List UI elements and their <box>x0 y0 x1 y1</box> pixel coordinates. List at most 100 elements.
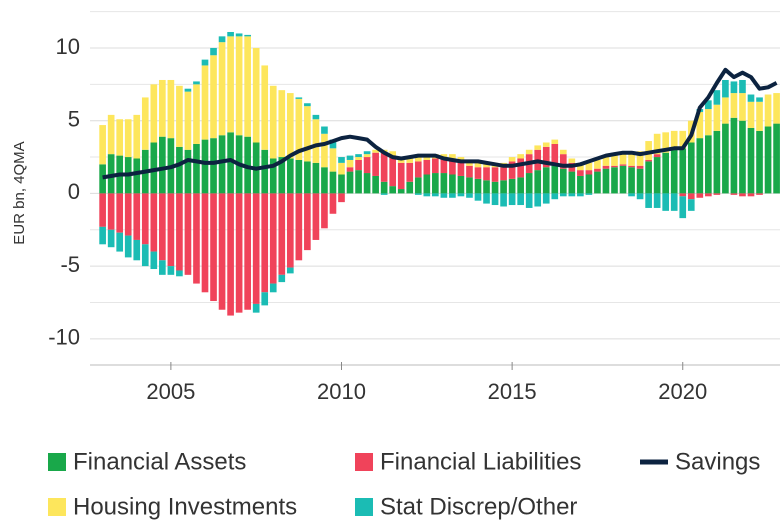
bar-segment <box>372 175 379 194</box>
bar-segment <box>278 157 286 194</box>
bar-segment <box>261 193 269 293</box>
bar-segment <box>397 158 405 163</box>
bar-segment <box>338 193 345 203</box>
bar-segment <box>286 158 294 194</box>
bar-segment <box>756 97 763 102</box>
bar-segment <box>295 159 303 194</box>
bar-segment <box>150 142 158 194</box>
bar-segment <box>705 193 712 197</box>
bar-segment <box>551 143 559 166</box>
x-tick-label: 2020 <box>658 379 707 404</box>
bar-segment <box>355 170 362 194</box>
bar-segment <box>542 146 550 168</box>
bar-segment <box>389 186 397 194</box>
bar-segment <box>670 149 678 194</box>
bar-segment <box>252 303 260 313</box>
bar-segment <box>636 165 644 169</box>
bar-segment <box>679 148 687 194</box>
bar-segment <box>440 193 448 198</box>
bar-segment <box>321 193 328 229</box>
bar-segment <box>372 152 379 176</box>
bar-segment <box>124 119 132 158</box>
bar-segment <box>389 155 397 187</box>
bar-segment <box>466 177 473 194</box>
y-tick-label: -10 <box>48 325 80 350</box>
bar-segment <box>739 193 746 197</box>
x-tick-label: 2005 <box>146 379 195 404</box>
bar-segment <box>210 47 217 56</box>
bar-segment <box>619 164 627 166</box>
legend-swatch <box>355 498 373 516</box>
legend: Financial Assets Financial Liabilities Sav… <box>48 448 760 520</box>
bar-segment <box>107 114 115 155</box>
bar-segment <box>449 154 456 159</box>
bar-segment <box>329 148 337 172</box>
bar-segment <box>773 93 780 124</box>
bar-segment <box>423 193 431 197</box>
bar-segment <box>730 193 738 195</box>
bar-segment <box>286 193 294 268</box>
bar-segment <box>124 193 132 236</box>
bar-segment <box>696 138 704 194</box>
bar-segment <box>329 193 337 214</box>
bar-segment <box>159 193 166 261</box>
bar-segment <box>184 88 192 92</box>
bar-segment <box>261 149 269 194</box>
bar-segment <box>577 175 584 194</box>
bar-segment <box>261 292 269 306</box>
bar-segment <box>304 161 311 194</box>
bar-segment <box>286 267 294 274</box>
bar-segment <box>432 158 439 174</box>
bar-segment <box>559 168 567 194</box>
bar-segment <box>636 168 644 194</box>
bar-segment <box>585 193 593 195</box>
bar-segment <box>193 81 200 85</box>
bar-segment <box>662 152 670 194</box>
bar-segment <box>99 226 106 245</box>
bar-segment <box>653 193 661 208</box>
bar-segment <box>244 36 251 137</box>
bar-segment <box>602 157 610 166</box>
bar-segment <box>517 154 524 159</box>
bar-segment <box>713 90 721 105</box>
bar-segment <box>645 161 652 194</box>
bar-segment <box>295 98 303 160</box>
bar-segment <box>713 193 721 195</box>
bar-segment <box>705 135 712 194</box>
bar-segment <box>406 181 414 194</box>
bar-segment <box>440 154 448 159</box>
bar-segment <box>457 193 465 197</box>
bar-segment <box>380 152 388 182</box>
bar-segment <box>628 193 635 197</box>
bar-segment <box>559 193 567 197</box>
bar-segment <box>457 161 465 176</box>
bar-segment <box>696 193 704 198</box>
bar-segment <box>508 178 516 194</box>
bar-segment <box>304 103 311 107</box>
bar-segment <box>670 130 678 150</box>
bar-segment <box>474 193 482 201</box>
bar-segment <box>705 100 712 110</box>
bar-segment <box>474 162 482 168</box>
bar-segment <box>261 65 269 150</box>
bar-segment <box>133 114 141 159</box>
bar-segment <box>227 31 234 37</box>
bar-segment <box>773 123 780 194</box>
bar-segment <box>380 193 388 195</box>
bar-segment <box>269 283 277 293</box>
bar-segment <box>346 159 354 168</box>
bar-segment <box>747 94 755 102</box>
bar-segment <box>389 151 397 156</box>
bar-segment <box>329 171 337 194</box>
bar-segment <box>679 130 687 149</box>
bar-segment <box>397 162 405 190</box>
legend-label: Stat Discrep/Other <box>380 493 577 520</box>
bar-segment <box>611 167 618 194</box>
bar-segment <box>687 193 695 200</box>
bar-segment <box>585 162 593 171</box>
bar-segment <box>116 232 124 252</box>
bar-segment <box>619 152 627 165</box>
bar-segment <box>355 157 362 160</box>
bar-segment <box>133 239 141 261</box>
